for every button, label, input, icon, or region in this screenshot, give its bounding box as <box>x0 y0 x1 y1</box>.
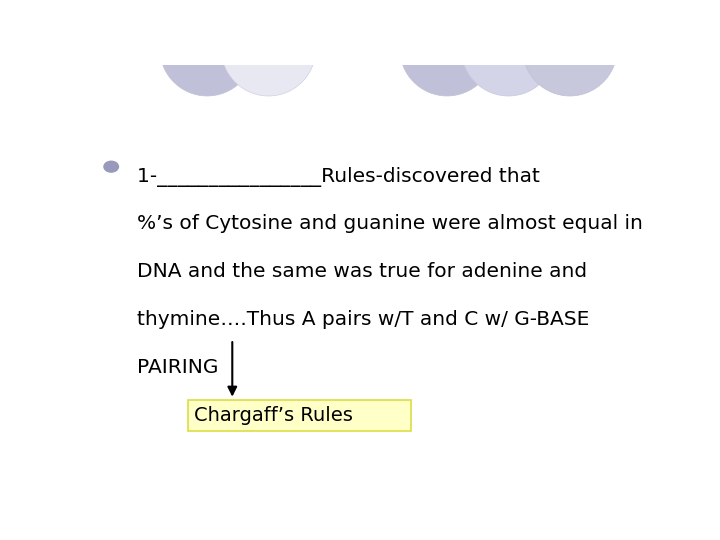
Circle shape <box>104 161 119 172</box>
Text: thymine….Thus A pairs w/T and C w/ G-BASE: thymine….Thus A pairs w/T and C w/ G-BAS… <box>138 310 590 329</box>
Ellipse shape <box>160 1 255 96</box>
Ellipse shape <box>221 1 316 96</box>
Ellipse shape <box>461 1 556 96</box>
Text: 1-________________Rules-discovered that: 1-________________Rules-discovered that <box>138 167 540 187</box>
Text: Chargaff’s Rules: Chargaff’s Rules <box>194 406 354 424</box>
FancyBboxPatch shape <box>188 400 411 431</box>
Text: %’s of Cytosine and guanine were almost equal in: %’s of Cytosine and guanine were almost … <box>138 214 643 233</box>
Text: PAIRING: PAIRING <box>138 358 219 377</box>
Ellipse shape <box>523 1 617 96</box>
Ellipse shape <box>400 1 495 96</box>
Text: DNA and the same was true for adenine and: DNA and the same was true for adenine an… <box>138 262 588 281</box>
